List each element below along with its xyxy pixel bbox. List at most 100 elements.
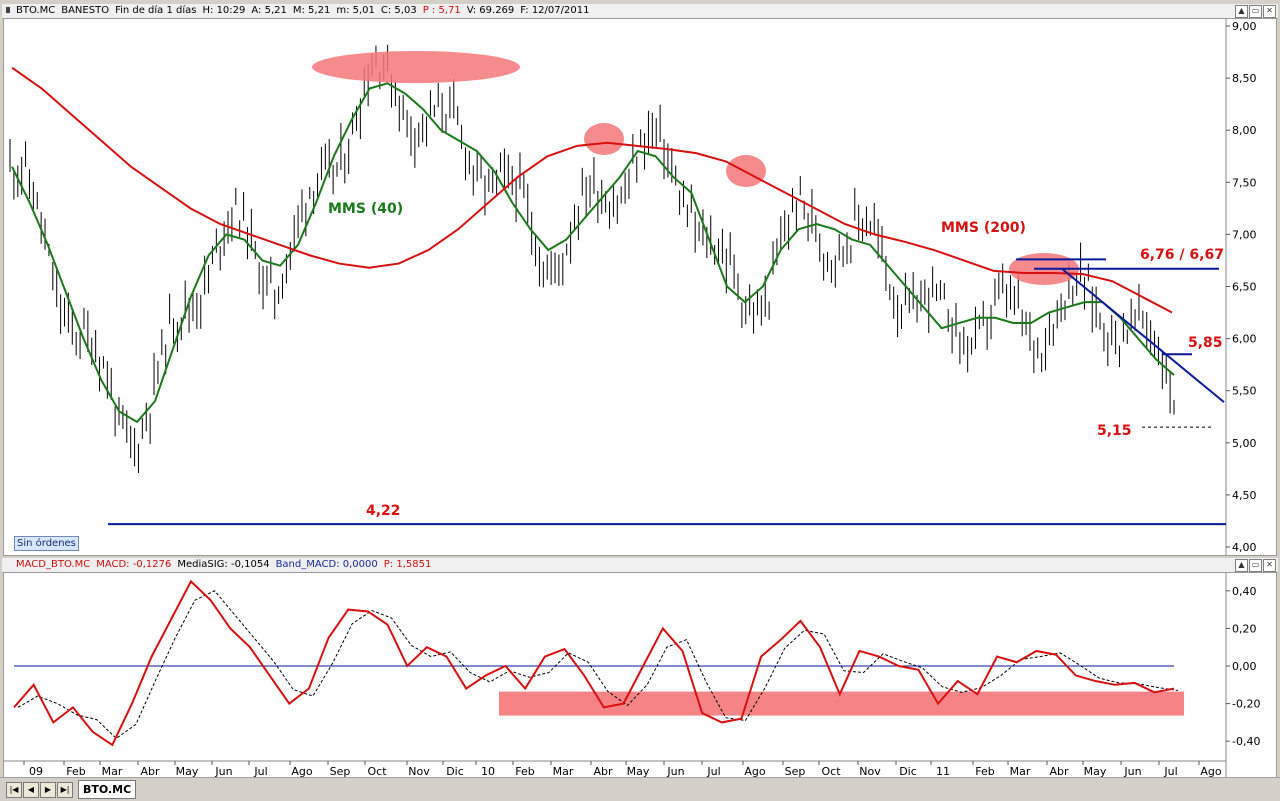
price-window-buttons: ▲ ▭ ✕ <box>1235 5 1276 18</box>
x-tick-label: Mar <box>102 765 123 777</box>
price-y-tick-label: 9,00 <box>1232 20 1257 33</box>
macd-chart-area[interactable]: 0,40 0,20 0,00 -0,20 -0,40 09 Feb Mar Abr May Jun J… <box>3 572 1277 778</box>
x-tick-label: Ago <box>744 765 766 777</box>
macd-value: MACD: -0,1276 <box>96 559 172 570</box>
header-volume: V: 69.269 <box>466 5 515 16</box>
header-period: Fin de día 1 días <box>115 5 197 16</box>
level-585-label: 5,85 <box>1188 335 1223 351</box>
macd-y-tick-label: 0,00 <box>1232 660 1257 673</box>
price-y-tick-label: 8,50 <box>1232 72 1257 85</box>
x-tick-label: May <box>176 765 199 777</box>
macd-indicator-name: MACD_BTO.MC <box>16 559 91 570</box>
header-max: M: 5,21 <box>292 5 331 16</box>
level-676-label: 6,76 / 6,67 <box>1140 247 1224 263</box>
macd-p: P: 1,5851 <box>383 559 432 570</box>
x-tick-label: Abr <box>140 765 160 777</box>
macd-y-tick-label: 0,40 <box>1232 585 1257 598</box>
price-y-tick-label: 5,50 <box>1232 385 1257 398</box>
x-tick-label: Feb <box>515 765 534 777</box>
macd-minimize-button[interactable]: ▲ <box>1235 559 1248 572</box>
x-tick-label: 11 <box>936 765 950 777</box>
mms200-line <box>11 66 1173 314</box>
x-tick-label: Jul <box>706 765 720 777</box>
highlight-ellipse <box>312 51 520 83</box>
price-y-tick-label: 7,00 <box>1232 228 1257 241</box>
level-515-label: 5,15 <box>1097 423 1132 439</box>
header-min: m: 5,01 <box>336 5 375 16</box>
header-hour: H: 10:29 <box>202 5 246 16</box>
x-tick-label: Dic <box>446 765 464 777</box>
sin-ordenes-button[interactable]: Sin órdenes <box>14 536 79 551</box>
macd-highlight-band <box>499 691 1184 716</box>
macd-line <box>13 579 1175 747</box>
price-chart-area[interactable]: 9,00 8,50 8,00 7,50 7,00 6,50 6,00 5,50 5,00 4,50… <box>3 18 1277 556</box>
first-page-button[interactable]: |◀ <box>6 782 22 798</box>
x-tick-label: Jun <box>666 765 684 777</box>
x-tick-label: Jun <box>1123 765 1141 777</box>
minimize-button[interactable]: ▲ <box>1235 5 1248 18</box>
macd-band: Band_MACD: 0,0000 <box>275 559 378 570</box>
price-y-tick-label: 8,00 <box>1232 124 1257 137</box>
header-open: A: 5,21 <box>251 5 287 16</box>
header-p: P : 5,71 <box>422 5 461 16</box>
x-tick-label: Feb <box>66 765 85 777</box>
macd-maximize-button[interactable]: ▭ <box>1249 559 1262 572</box>
macd-y-tick-label: 0,20 <box>1232 622 1257 635</box>
x-tick-label: Abr <box>1049 765 1069 777</box>
x-tick-label: May <box>1084 765 1107 777</box>
header-date: F: 12/07/2011 <box>520 5 590 16</box>
prev-button[interactable]: ◀ <box>23 782 39 798</box>
x-tick-label: Sep <box>330 765 351 777</box>
last-page-button[interactable]: ▶| <box>57 782 73 798</box>
x-tick-label: 09 <box>29 765 43 777</box>
mms200-label: MMS (200) <box>941 220 1026 236</box>
price-y-tick-label: 7,50 <box>1232 176 1257 189</box>
x-tick-label: Jun <box>214 765 232 777</box>
macd-signal-line <box>17 590 1179 740</box>
x-tick-label: Sep <box>785 765 806 777</box>
symbol-tab[interactable]: BTO.MC <box>78 780 137 799</box>
x-tick-label: Oct <box>821 765 841 777</box>
macd-y-tick-label: -0,20 <box>1232 698 1260 711</box>
x-tick-label: Oct <box>367 765 387 777</box>
price-y-tick-label: 4,00 <box>1232 541 1257 554</box>
price-y-tick-label: 6,00 <box>1232 333 1257 346</box>
price-chart[interactable]: 9,00 8,50 8,00 7,50 7,00 6,50 6,00 5,50 5,00 4,50… <box>4 19 1276 555</box>
pane-marker-icon <box>6 7 10 13</box>
x-tick-label: Ago <box>1200 765 1222 777</box>
price-y-tick-label: 6,50 <box>1232 281 1257 294</box>
header-name: BANESTO <box>61 5 110 16</box>
header-close: C: 5,03 <box>380 5 417 16</box>
x-tick-label: 10 <box>481 765 495 777</box>
macd-close-button[interactable]: ✕ <box>1263 559 1276 572</box>
header-symbol: BTO.MC <box>16 5 56 16</box>
close-button[interactable]: ✕ <box>1263 5 1276 18</box>
price-pane-header: BTO.MC BANESTO Fin de día 1 días H: 10:29 A:… <box>2 4 1278 19</box>
downtrend-line <box>1061 268 1225 403</box>
price-bars-group <box>9 44 1175 474</box>
level-422-label: 4,22 <box>366 503 401 519</box>
maximize-button[interactable]: ▭ <box>1249 5 1262 18</box>
price-y-tick-label: 5,00 <box>1232 437 1257 450</box>
x-tick-label: Mar <box>553 765 574 777</box>
macd-pane-header: MACD_BTO.MC MACD: -0,1276 MediaSIG: -0,105… <box>2 558 1278 573</box>
x-tick-label: Mar <box>1010 765 1031 777</box>
x-tick-label: May <box>627 765 650 777</box>
x-tick-label: Feb <box>975 765 994 777</box>
macd-y-tick-label: -0,40 <box>1232 735 1260 748</box>
highlight-ellipse <box>584 123 624 155</box>
x-tick-label: Abr <box>593 765 613 777</box>
x-tick-label: Nov <box>859 765 881 777</box>
macd-signal: MediaSIG: -0,1054 <box>177 559 270 570</box>
x-tick-label: Dic <box>899 765 917 777</box>
mms40-label: MMS (40) <box>328 201 403 217</box>
next-button[interactable]: ▶ <box>40 782 56 798</box>
x-tick-label: Jul <box>253 765 267 777</box>
mms40-line <box>11 82 1175 424</box>
macd-window-buttons: ▲ ▭ ✕ <box>1235 559 1276 572</box>
price-y-tick-label: 4,50 <box>1232 489 1257 502</box>
x-tick-label: Jul <box>1163 765 1177 777</box>
macd-chart[interactable]: 0,40 0,20 0,00 -0,20 -0,40 09 Feb Mar Abr May Jun J… <box>4 573 1276 778</box>
x-tick-label: Ago <box>291 765 313 777</box>
bottom-toolbar: |◀ ◀ ▶ ▶| BTO.MC <box>0 777 1280 801</box>
